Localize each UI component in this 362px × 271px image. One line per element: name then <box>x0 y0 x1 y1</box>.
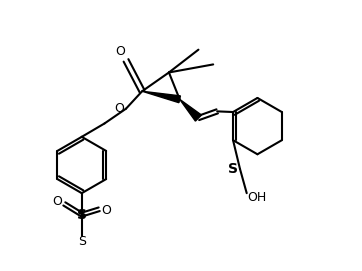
Polygon shape <box>180 99 202 121</box>
Text: OH: OH <box>248 191 267 204</box>
Text: O: O <box>101 204 111 217</box>
Text: S: S <box>78 235 86 248</box>
Text: O: O <box>115 44 125 57</box>
Text: S: S <box>77 208 87 222</box>
Text: O: O <box>52 195 62 208</box>
Polygon shape <box>142 91 180 103</box>
Text: O: O <box>114 102 124 115</box>
Text: S: S <box>228 162 238 176</box>
